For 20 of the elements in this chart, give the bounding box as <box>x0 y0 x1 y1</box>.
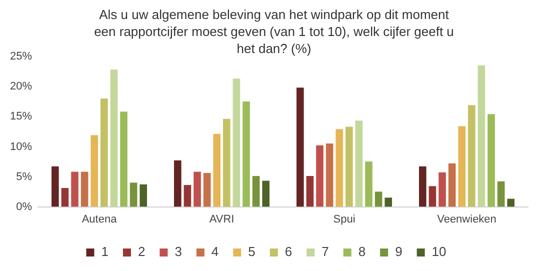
legend-label: 5 <box>248 244 256 260</box>
legend-label: 4 <box>211 244 219 260</box>
x-tick-label: AVRI <box>209 213 234 226</box>
legend-label: 8 <box>358 244 366 260</box>
legend-label: 9 <box>395 244 402 260</box>
y-tick-label: 0% <box>16 200 32 213</box>
y-tick-label: 25% <box>10 50 32 63</box>
x-tick-label: Autena <box>82 213 118 226</box>
y-tick-label: 20% <box>10 80 32 93</box>
x-tick-label: Spui <box>333 213 356 226</box>
y-tick-label: 10% <box>10 140 32 153</box>
y-tick-label: 5% <box>16 170 32 183</box>
legend-label: 10 <box>432 244 446 260</box>
legend-label: 1 <box>101 244 108 260</box>
legend-label: 3 <box>174 244 182 260</box>
y-tick-label: 15% <box>10 110 32 123</box>
legend-label: 6 <box>284 244 292 260</box>
legend-label: 2 <box>138 244 146 260</box>
legend-label: 7 <box>322 244 329 260</box>
x-tick-label: Veenwieken <box>437 213 496 226</box>
